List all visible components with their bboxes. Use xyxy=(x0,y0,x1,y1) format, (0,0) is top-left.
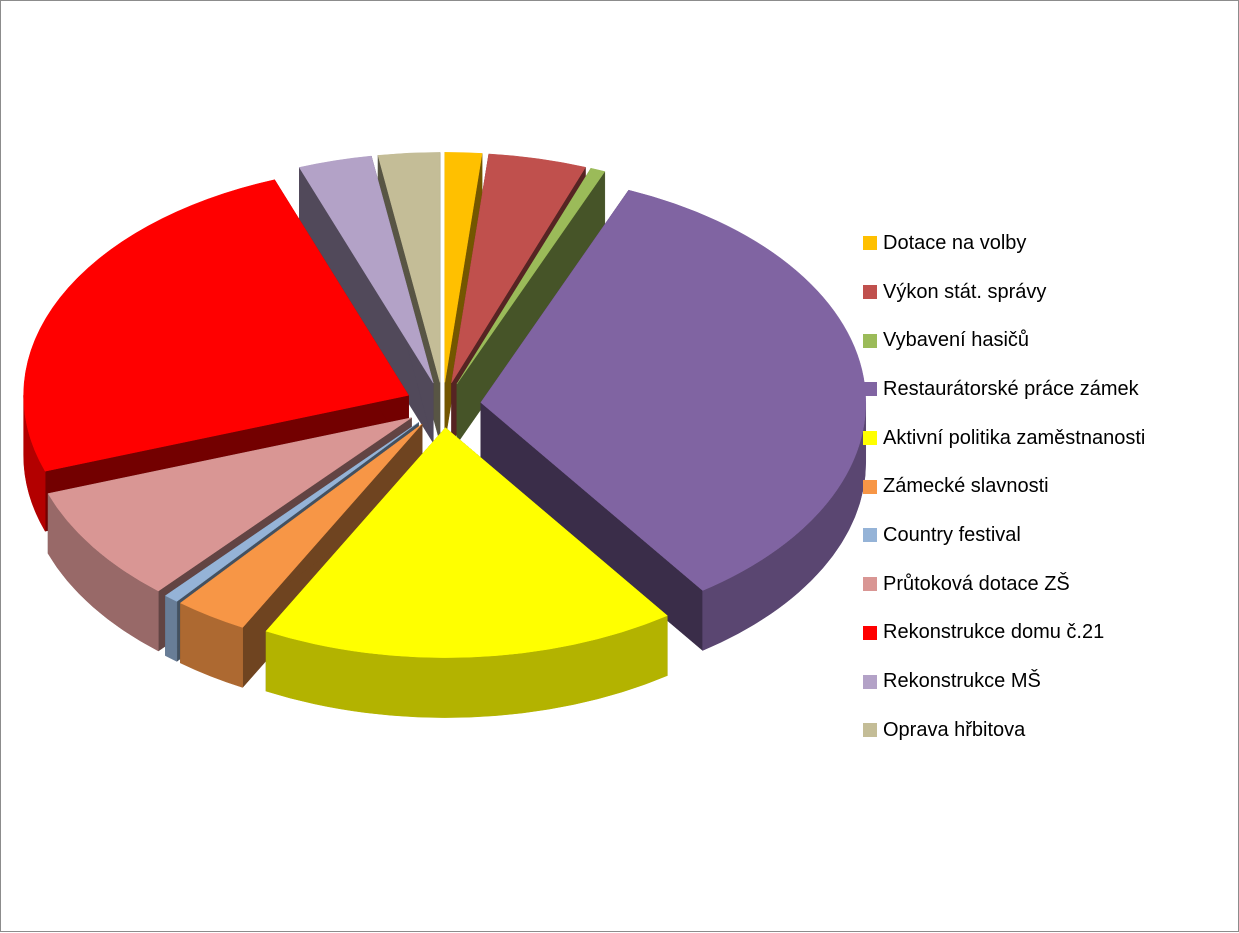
legend-label: Vybavení hasičů xyxy=(883,329,1030,352)
legend-swatch xyxy=(863,431,877,446)
legend-item: Aktivní politika zaměstnanosti xyxy=(863,414,1235,463)
legend-label: Rekonstrukce domu č.21 xyxy=(883,621,1105,644)
legend-label: Aktivní politika zaměstnanosti xyxy=(883,426,1146,449)
legend-item: Rekonstrukce MŠ xyxy=(863,657,1235,706)
legend-label: Restaurátorské práce zámek xyxy=(883,377,1139,400)
legend-label: Country festival xyxy=(883,523,1021,546)
legend-swatch xyxy=(863,625,877,640)
legend-label: Oprava hřbitova xyxy=(883,718,1026,741)
legend-swatch xyxy=(863,382,877,397)
legend-swatch xyxy=(863,577,877,592)
pie-slice-5 xyxy=(265,426,668,718)
legend-label: Výkon stát. správy xyxy=(883,280,1047,303)
legend: Dotace na volby Výkon stát. správy Vybaven… xyxy=(863,219,1235,755)
legend-label: Zámecké slavnosti xyxy=(883,475,1049,498)
legend-item: Restaurátorské práce zámek xyxy=(863,365,1235,414)
pie-slice-4 xyxy=(480,189,867,652)
legend-label: Dotace na volby xyxy=(883,231,1027,254)
legend-swatch xyxy=(863,723,877,738)
legend-item: Rekonstrukce domu č.21 xyxy=(863,609,1235,658)
legend-item: Zámecké slavnosti xyxy=(863,462,1235,511)
pie-chart xyxy=(23,152,867,718)
pie-slice-3 xyxy=(456,167,606,445)
legend-swatch xyxy=(863,333,877,348)
legend-item: Country festival xyxy=(863,511,1235,560)
legend-swatch xyxy=(863,528,877,543)
legend-label: Rekonstrukce MŠ xyxy=(883,670,1041,693)
pie-slice-10 xyxy=(298,155,434,444)
legend-item: Oprava hřbitova xyxy=(863,706,1235,755)
legend-swatch xyxy=(863,236,877,251)
legend-swatch xyxy=(863,285,877,300)
legend-item: Vybavení hasičů xyxy=(863,316,1235,365)
legend-item: Dotace na volby xyxy=(863,219,1235,268)
legend-label: Průtoková dotace ZŠ xyxy=(883,572,1070,595)
legend-swatch xyxy=(863,674,877,689)
legend-item: Průtoková dotace ZŠ xyxy=(863,560,1235,609)
legend-item: Výkon stát. správy xyxy=(863,268,1235,317)
legend-swatch xyxy=(863,479,877,494)
